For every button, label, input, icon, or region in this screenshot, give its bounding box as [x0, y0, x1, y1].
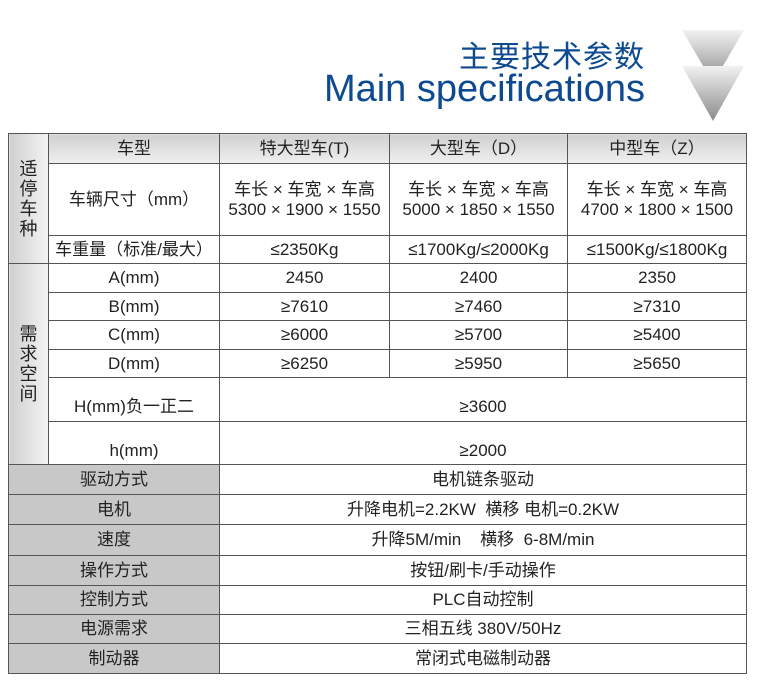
cell: 2400	[389, 263, 568, 293]
cell: 车长 × 车宽 × 车高 5300 × 1900 × 1550	[219, 163, 390, 236]
row-label: 制动器	[8, 643, 220, 674]
table-row: 驱动方式 电机链条驱动	[8, 464, 747, 495]
title-chinese: 主要技术参数	[459, 41, 645, 74]
row-label: 控制方式	[8, 585, 220, 615]
row-label: 车辆尺寸（mm）	[48, 163, 220, 236]
group-label-space-required: 需求空间	[8, 263, 49, 465]
header-row: 适停车种 车型 特大型车(T) 大型车（D） 中型车（Z）	[8, 133, 747, 264]
cell: ≥6250	[219, 349, 390, 378]
table-row: 车重量（标准/最大） ≤2350Kg ≤1700Kg/≤2000Kg ≤1500…	[9, 235, 747, 264]
row-label: h(mm)	[48, 421, 220, 465]
cell: 车长 × 车宽 × 车高 5000 × 1850 × 1550	[389, 163, 568, 236]
row-label: D(mm)	[48, 349, 220, 378]
row-label: H(mm)负一正二	[48, 377, 220, 422]
spec-table: 适停车种 车型 特大型车(T) 大型车（D） 中型车（Z） 车辆尺寸（mm） 车…	[8, 133, 747, 674]
cell: PLC自动控制	[219, 585, 747, 615]
cell: 升降电机=2.2KW 横移 电机=0.2KW	[219, 494, 747, 525]
table-row: 控制方式 PLC自动控制	[8, 585, 747, 615]
header-col-t: 特大型车(T)	[219, 133, 390, 164]
table-row: 制动器 常闭式电磁制动器	[8, 643, 747, 674]
cell: ≥7610	[219, 292, 390, 321]
header-col-z: 中型车（Z）	[567, 133, 747, 164]
row-label: 电机	[8, 494, 220, 525]
row-label: A(mm)	[48, 263, 220, 293]
cell: ≥3600	[219, 377, 747, 422]
row-label: 速度	[8, 524, 220, 556]
row-label: B(mm)	[48, 292, 220, 321]
cell: ≥6000	[219, 320, 390, 350]
table-row: B(mm) ≥7610 ≥7460 ≥7310	[9, 292, 747, 321]
cell: ≥2000	[219, 421, 747, 465]
cell: ≥5700	[389, 320, 568, 350]
row-label: 驱动方式	[8, 464, 220, 495]
cell: 2350	[567, 263, 747, 293]
table-row: 电源需求 三相五线 380V/50Hz	[8, 614, 747, 644]
table-row: 电机 升降电机=2.2KW 横移 电机=0.2KW	[8, 494, 747, 525]
row-label: 操作方式	[8, 555, 220, 586]
row-label: 车重量（标准/最大）	[48, 235, 220, 264]
table-row: 速度 升降5M/min 横移 6-8M/min	[8, 524, 747, 556]
table-row: D(mm) ≥6250 ≥5950 ≥5650	[9, 349, 747, 378]
cell: 常闭式电磁制动器	[219, 643, 747, 674]
double-chevron-down-icon	[682, 30, 744, 121]
table-row: 车辆尺寸（mm） 车长 × 车宽 × 车高 5300 × 1900 × 1550 …	[9, 163, 747, 236]
group-label-vehicle-types: 适停车种	[8, 133, 49, 264]
cell: 电机链条驱动	[219, 464, 747, 495]
row-label: C(mm)	[48, 320, 220, 350]
table-row: 操作方式 按钮/刷卡/手动操作	[8, 555, 747, 586]
cell: ≤2350Kg	[219, 235, 390, 264]
cell: 升降5M/min 横移 6-8M/min	[219, 524, 747, 556]
cell: 2450	[219, 263, 390, 293]
table-row: H(mm)负一正二 ≥3600	[9, 377, 747, 422]
cell: ≥5650	[567, 349, 747, 378]
cell: ≥7310	[567, 292, 747, 321]
cell: 三相五线 380V/50Hz	[219, 614, 747, 644]
cell: ≤1500Kg/≤1800Kg	[567, 235, 747, 264]
cell: ≤1700Kg/≤2000Kg	[389, 235, 568, 264]
row-label: 电源需求	[8, 614, 220, 644]
table-row: C(mm) ≥6000 ≥5700 ≥5400	[9, 320, 747, 350]
title-english: Main specifications	[323, 68, 645, 110]
cell: 按钮/刷卡/手动操作	[219, 555, 747, 586]
header-label: 车型	[48, 133, 220, 164]
table-row: 需求空间 A(mm) 2450 2400 2350	[8, 263, 747, 465]
cell: 车长 × 车宽 × 车高 4700 × 1800 × 1500	[567, 163, 747, 236]
cell: ≥7460	[389, 292, 568, 321]
table-row: h(mm) ≥2000	[9, 421, 747, 465]
header-col-d: 大型车（D）	[389, 133, 568, 164]
cell: ≥5950	[389, 349, 568, 378]
cell: ≥5400	[567, 320, 747, 350]
